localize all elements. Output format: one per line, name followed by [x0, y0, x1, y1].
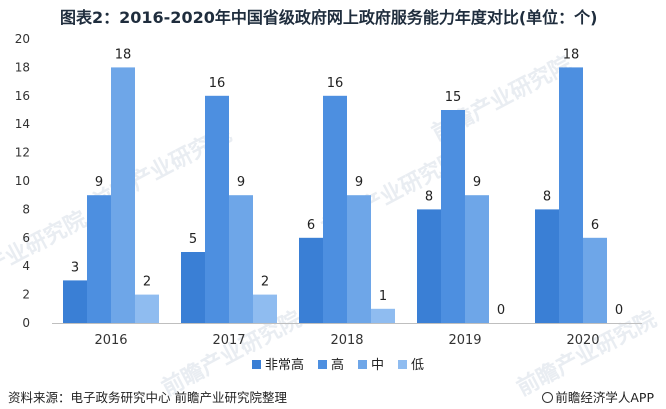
x-tick-label: 2020 — [566, 333, 599, 348]
data-label: 5 — [189, 232, 197, 247]
y-tick-label: 20 — [15, 32, 30, 46]
data-label: 2 — [143, 275, 151, 290]
y-tick-label: 14 — [15, 117, 30, 131]
x-tick-label: 2017 — [212, 333, 245, 348]
data-label: 9 — [473, 175, 481, 190]
legend-swatch — [358, 360, 367, 369]
bar — [371, 308, 395, 323]
y-tick-label: 4 — [22, 259, 30, 273]
bar — [583, 237, 607, 323]
y-tick-label: 2 — [22, 288, 30, 302]
legend-label: 低 — [411, 358, 424, 373]
y-tick-label: 8 — [22, 202, 30, 216]
data-label: 2 — [261, 275, 269, 290]
y-tick-label: 0 — [22, 316, 30, 330]
bar — [347, 195, 371, 323]
bar — [135, 294, 159, 323]
data-label: 8 — [543, 189, 551, 204]
legend-label: 非常高 — [265, 357, 304, 373]
bars-layer — [63, 67, 607, 324]
data-label: 15 — [445, 90, 462, 105]
x-tick-label: 2016 — [94, 333, 127, 348]
bar — [299, 237, 323, 323]
data-label: 6 — [591, 218, 599, 233]
bar — [465, 195, 489, 323]
bar — [111, 67, 135, 324]
y-axis: 0 2 4 6 8 10 12 14 16 18 20 — [15, 32, 30, 330]
data-label: 16 — [209, 76, 226, 91]
legend-label: 高 — [331, 357, 344, 373]
data-label: 6 — [307, 218, 315, 233]
bar — [253, 294, 277, 323]
brand-credit: 前瞻经济学人APP — [542, 387, 654, 406]
data-label: 0 — [615, 303, 623, 318]
y-tick-label: 6 — [22, 231, 30, 245]
brand-logo-icon — [542, 392, 554, 403]
legend-swatch — [252, 360, 261, 369]
x-tick-label: 2018 — [330, 333, 363, 348]
legend-swatch — [318, 360, 327, 369]
y-tick-label: 12 — [15, 146, 30, 160]
bar — [535, 209, 559, 323]
legend: 非常高 高 中 低 — [252, 357, 424, 373]
bar — [441, 110, 465, 323]
legend-label: 中 — [371, 358, 384, 373]
bar — [229, 195, 253, 323]
data-label: 0 — [497, 303, 505, 318]
bar — [559, 67, 583, 324]
chart-title: 图表2：2016-2020年中国省级政府网上政府服务能力年度对比(单位：个) — [60, 8, 598, 27]
data-label: 3 — [71, 260, 79, 275]
data-label: 8 — [425, 189, 433, 204]
x-tick-label: 2019 — [448, 333, 481, 348]
data-label: 1 — [379, 289, 387, 304]
data-label: 16 — [327, 76, 344, 91]
bar — [323, 95, 347, 323]
data-label: 9 — [95, 175, 103, 190]
data-label: 18 — [115, 47, 132, 62]
y-tick-label: 16 — [15, 89, 30, 103]
brand-name: 前瞻经济学人APP — [555, 390, 654, 405]
bar — [205, 95, 229, 323]
data-label: 18 — [563, 47, 580, 62]
bar — [181, 252, 205, 323]
x-axis: 2016 2017 2018 2019 2020 — [52, 323, 642, 348]
legend-swatch — [398, 360, 407, 369]
y-tick-label: 10 — [15, 174, 30, 188]
data-label: 9 — [237, 175, 245, 190]
data-label: 9 — [355, 175, 363, 190]
bar — [87, 195, 111, 323]
y-tick-label: 18 — [15, 60, 30, 74]
bar — [417, 209, 441, 323]
bar — [63, 280, 87, 323]
source-note: 资料来源：电子政务研究中心 前瞻产业研究院整理 — [8, 390, 287, 405]
